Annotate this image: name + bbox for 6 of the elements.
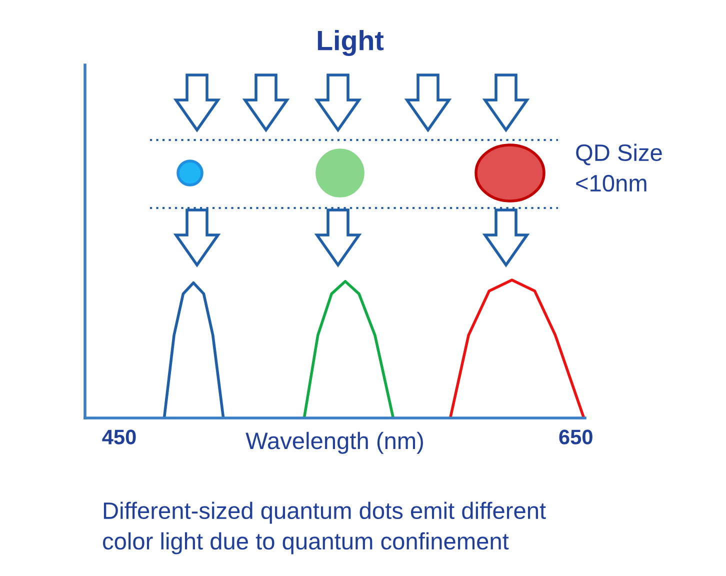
x-tick-label: 650	[559, 430, 592, 444]
text: QD Size <10nm	[576, 144, 662, 192]
x-tick-label: 450	[102, 430, 136, 444]
text: Different-sized quantum dots emit different color light due to quantum confinement	[103, 502, 546, 554]
x-axis-title: Wavelength (nm)	[246, 432, 423, 454]
chart-title: Light	[318, 30, 384, 56]
